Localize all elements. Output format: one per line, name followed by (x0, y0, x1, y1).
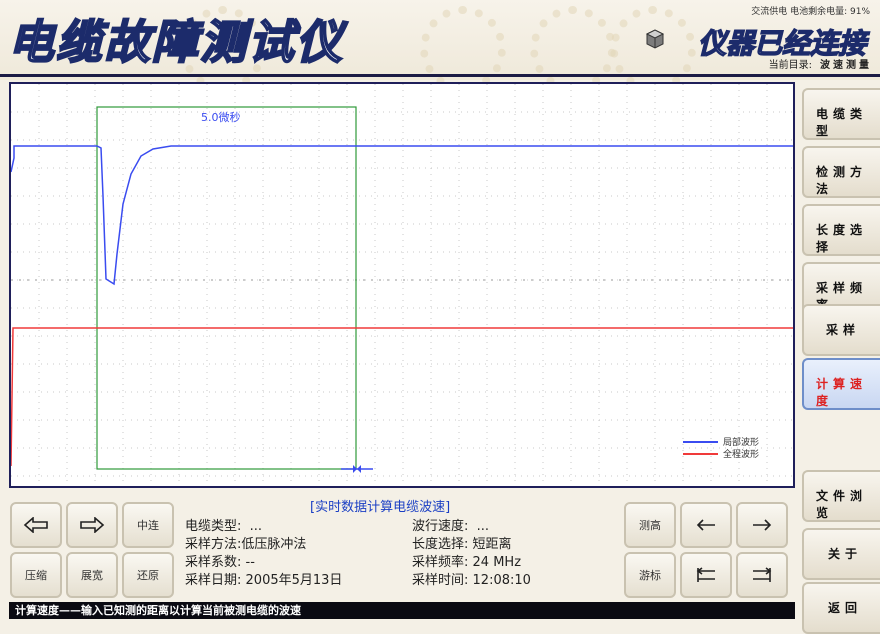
sidebar-item-label: 电缆类型 (816, 107, 868, 138)
info-frequency: 采样频率: 24 MHz (412, 551, 521, 570)
info-speed: 波行速度: ... (412, 515, 489, 534)
current-directory: 当前目录: 波速测量 (769, 56, 872, 71)
plot-grid (11, 84, 793, 486)
directory-label: 当前目录: (768, 60, 812, 71)
full-waveform (11, 327, 793, 467)
cursor-label: 5.0微秒 (201, 110, 241, 124)
info-value: 24 MHz (472, 555, 522, 570)
info-date: 采样日期: 2005年5月13日 (185, 569, 342, 588)
info-value: 短距离 (472, 537, 512, 552)
sidebar-item-label: 文件浏览 (816, 489, 868, 520)
sidebar-item-label: 检测方法 (816, 165, 868, 196)
mark-button[interactable]: 游标 (624, 552, 676, 598)
right-arrow-button[interactable] (66, 502, 118, 548)
cursor-left-button[interactable] (680, 502, 732, 548)
watermark-decoration (420, 6, 506, 92)
device-icon (645, 29, 665, 49)
panel-title: [实时数据计算电缆波速] (310, 500, 451, 515)
sidebar-item-length[interactable]: 长度选择 (802, 204, 880, 256)
restore-button[interactable]: 还原 (122, 552, 174, 598)
connection-status: 仪器已经连接 (697, 26, 867, 60)
sidebar-item-file-browse[interactable]: 文件浏览 (802, 470, 880, 522)
watermark-decoration (530, 6, 616, 92)
plot-legend: 局部波形 全程波形 (683, 436, 759, 460)
cursor-right-end-button[interactable] (736, 552, 788, 598)
sidebar-item-sample[interactable]: 采样 (802, 304, 880, 356)
info-label: 采样时间: (412, 573, 469, 588)
sidebar-item-label: 长度选择 (816, 223, 868, 254)
measure-button[interactable]: 测高 (624, 502, 676, 548)
directory-value: 波速测量 (820, 60, 872, 71)
info-length: 长度选择: 短距离 (412, 533, 512, 552)
center-button[interactable]: 中连 (122, 502, 174, 548)
app-title: 电缆故障测试仪 (7, 14, 344, 70)
sidebar-item-calc-speed[interactable]: 计算速度 (802, 358, 880, 410)
info-label: 采样频率: (412, 555, 469, 570)
info-value: -- (245, 555, 255, 570)
info-coef: 采样系数: -- (185, 551, 255, 570)
sidebar-item-method[interactable]: 检测方法 (802, 146, 880, 198)
status-bar: 计算速度——输入已知测的距离以计算当前被测电缆的波速 (9, 602, 795, 619)
expand-button[interactable]: 展宽 (66, 552, 118, 598)
compress-button[interactable]: 压缩 (10, 552, 62, 598)
sidebar-item-label: 返回 (828, 601, 863, 615)
sidebar-item-about[interactable]: 关于 (802, 528, 880, 580)
outline-left-arrow-icon (23, 517, 48, 533)
arrow-left-bar-icon (696, 567, 715, 582)
legend-label-local: 局部波形 (723, 436, 759, 448)
sidebar-item-back[interactable]: 返回 (802, 582, 880, 634)
header-divider (0, 74, 880, 77)
function-sidebar: 电缆类型 检测方法 长度选择 采样频率 采样 计算速度 文件浏览 关于 返回 (798, 82, 880, 634)
info-label: 长度选择: (412, 537, 469, 552)
info-cable-type: 电缆类型: ... (185, 515, 262, 534)
sidebar-item-label: 计算速度 (816, 377, 868, 408)
info-label: 采样方法: (185, 537, 242, 552)
info-label: 采样系数: (185, 555, 242, 570)
power-status: 交流供电 电池剩余电量: 91% (751, 7, 870, 17)
info-method: 采样方法:低压脉冲法 (185, 533, 306, 552)
legend-label-full: 全程波形 (723, 448, 759, 460)
arrow-right-icon (753, 519, 772, 531)
sidebar-item-label: 采样 (826, 323, 861, 337)
waveform-svg: 5.0微秒 局部波形 全程波形 (11, 84, 793, 486)
local-waveform (11, 145, 793, 286)
info-label: 采样日期: (185, 573, 242, 588)
zero-marker[interactable] (341, 465, 373, 473)
info-value: ... (249, 519, 263, 534)
info-label: 电缆类型: (185, 519, 242, 534)
info-value: 12:08:10 (472, 573, 531, 588)
info-time: 采样时间: 12:08:10 (412, 569, 531, 588)
info-label: 波行速度: (412, 519, 469, 534)
sidebar-item-label: 关于 (828, 547, 863, 561)
waveform-display[interactable]: 5.0微秒 局部波形 全程波形 (9, 82, 795, 488)
sidebar-item-cable-type[interactable]: 电缆类型 (802, 88, 880, 140)
outline-right-arrow-icon (80, 517, 105, 533)
info-value: ... (476, 519, 490, 534)
left-arrow-button[interactable] (10, 502, 62, 548)
cursor-left-end-button[interactable] (680, 552, 732, 598)
header-bar: 电缆故障测试仪 交流供电 电池剩余电量: 91% 仪器已经连接 当前目录: 波速测… (0, 0, 880, 92)
info-value: 低压脉冲法 (241, 537, 307, 552)
cursor-right-button[interactable] (736, 502, 788, 548)
arrow-right-bar-icon (753, 567, 772, 582)
info-value: 2005年5月13日 (245, 573, 343, 588)
cursor-window[interactable] (96, 106, 357, 470)
arrow-left-icon (696, 519, 715, 531)
